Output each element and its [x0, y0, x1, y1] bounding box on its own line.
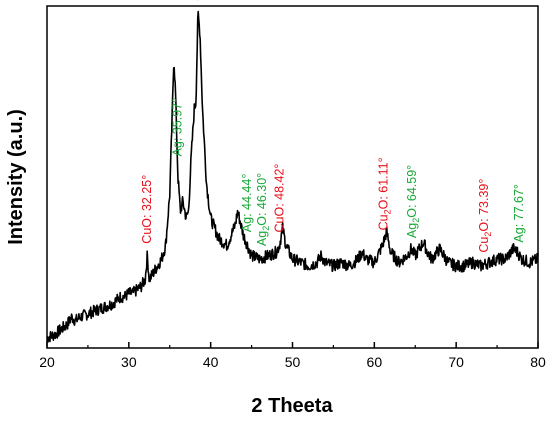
peak-label: CuO: 32.25° [140, 175, 154, 244]
peak-label-angle: : 46.30° [255, 173, 269, 216]
peak-label: Ag: 35.97° [171, 98, 185, 157]
peak-annotations: CuO: 32.25°Ag: 35.97°CuO: 38.45°Ag: 44.4… [140, 0, 526, 253]
x-tick-label: 30 [121, 354, 137, 370]
peak-label-angle: : 73.39° [477, 179, 491, 222]
peak-label-angle: : 32.25° [140, 175, 154, 218]
peak-label-phase: Cu [477, 237, 491, 253]
x-axis-tick-labels: 20 30 40 50 60 70 80 [39, 354, 546, 370]
peak-label-subscript: 2 [261, 226, 271, 231]
peak-label-phase: CuO [191, 0, 205, 1]
peak-label-subscript: 2 [411, 218, 421, 223]
x-tick-label: 70 [448, 354, 464, 370]
peak-label-angle: : 61.11° [376, 157, 390, 199]
peak-label: Ag2O: 46.30° [255, 173, 271, 246]
peak-label: Cu2O: 73.39° [477, 179, 493, 253]
peak-label-phase: CuO [140, 218, 154, 244]
peak-label: CuO: 48.42° [273, 164, 287, 233]
peak-label-suffix: O [255, 216, 269, 226]
peak-label: Ag: 44.44° [240, 174, 254, 233]
x-axis-ticks [46, 342, 539, 348]
peak-label: Cu2O: 61.11° [376, 157, 392, 230]
peak-label-angle: : 35.97° [171, 98, 185, 141]
x-axis-title: 2 Theeta [251, 395, 333, 417]
y-axis-title: Intensity (a.u.) [5, 109, 27, 245]
peak-label-suffix: O [405, 208, 419, 218]
peak-label-phase: Ag [171, 141, 185, 156]
peak-label: CuO: 38.45° [191, 0, 205, 1]
peak-label-angle: : 44.44° [240, 174, 254, 217]
x-tick-label: 80 [530, 354, 546, 370]
x-tick-label: 40 [203, 354, 219, 370]
peak-label-subscript: 2 [483, 232, 493, 237]
peak-label-phase: Ag [255, 231, 269, 246]
peak-label-angle: : 64.59° [405, 165, 419, 208]
peak-label-phase: Ag [405, 223, 419, 238]
peak-label-phase: Ag [240, 217, 254, 232]
peak-label-angle: : 48.42° [273, 164, 287, 207]
peak-label-suffix: O [376, 199, 390, 209]
peak-label-phase: Cu [376, 214, 390, 230]
peak-label-angle: : 77.67° [512, 184, 526, 227]
x-tick-label: 20 [39, 354, 55, 370]
xrd-series-line [46, 10, 539, 343]
peak-label-phase: Ag [512, 227, 526, 242]
peak-label-phase: CuO [273, 207, 287, 233]
peak-label-subscript: 2 [382, 209, 392, 214]
peak-label-suffix: O [477, 222, 491, 232]
x-tick-label: 50 [285, 354, 301, 370]
peak-label: Ag: 77.67° [512, 184, 526, 243]
peak-label: Ag2O: 64.59° [405, 165, 421, 238]
x-tick-label: 60 [367, 354, 383, 370]
